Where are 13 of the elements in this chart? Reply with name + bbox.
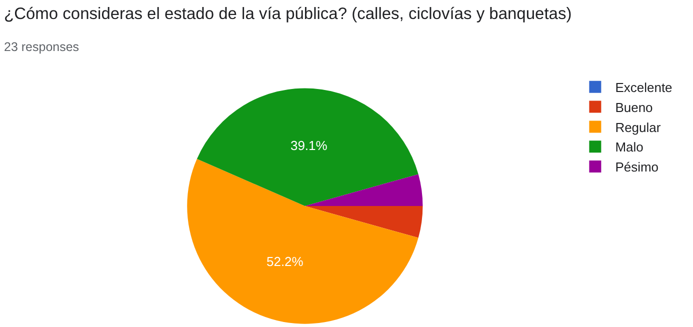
legend-label: Bueno bbox=[615, 100, 653, 115]
pie-slice bbox=[196, 88, 418, 206]
legend-label: Excelente bbox=[615, 80, 672, 95]
data-label: 39.1% bbox=[290, 138, 328, 153]
chart-title: ¿Cómo consideras el estado de la vía pública? (calles, ciclovías y banquetas) bbox=[4, 5, 572, 23]
text: 23 responses bbox=[4, 40, 80, 54]
legend-label: Regular bbox=[615, 120, 662, 135]
pie-slice bbox=[304, 174, 423, 206]
pie-slice bbox=[187, 158, 418, 324]
legend-label: Pésimo bbox=[615, 160, 659, 175]
pie-slice bbox=[304, 206, 423, 238]
legend-label: Malo bbox=[615, 140, 644, 155]
data-label: 52.2% bbox=[266, 254, 304, 269]
